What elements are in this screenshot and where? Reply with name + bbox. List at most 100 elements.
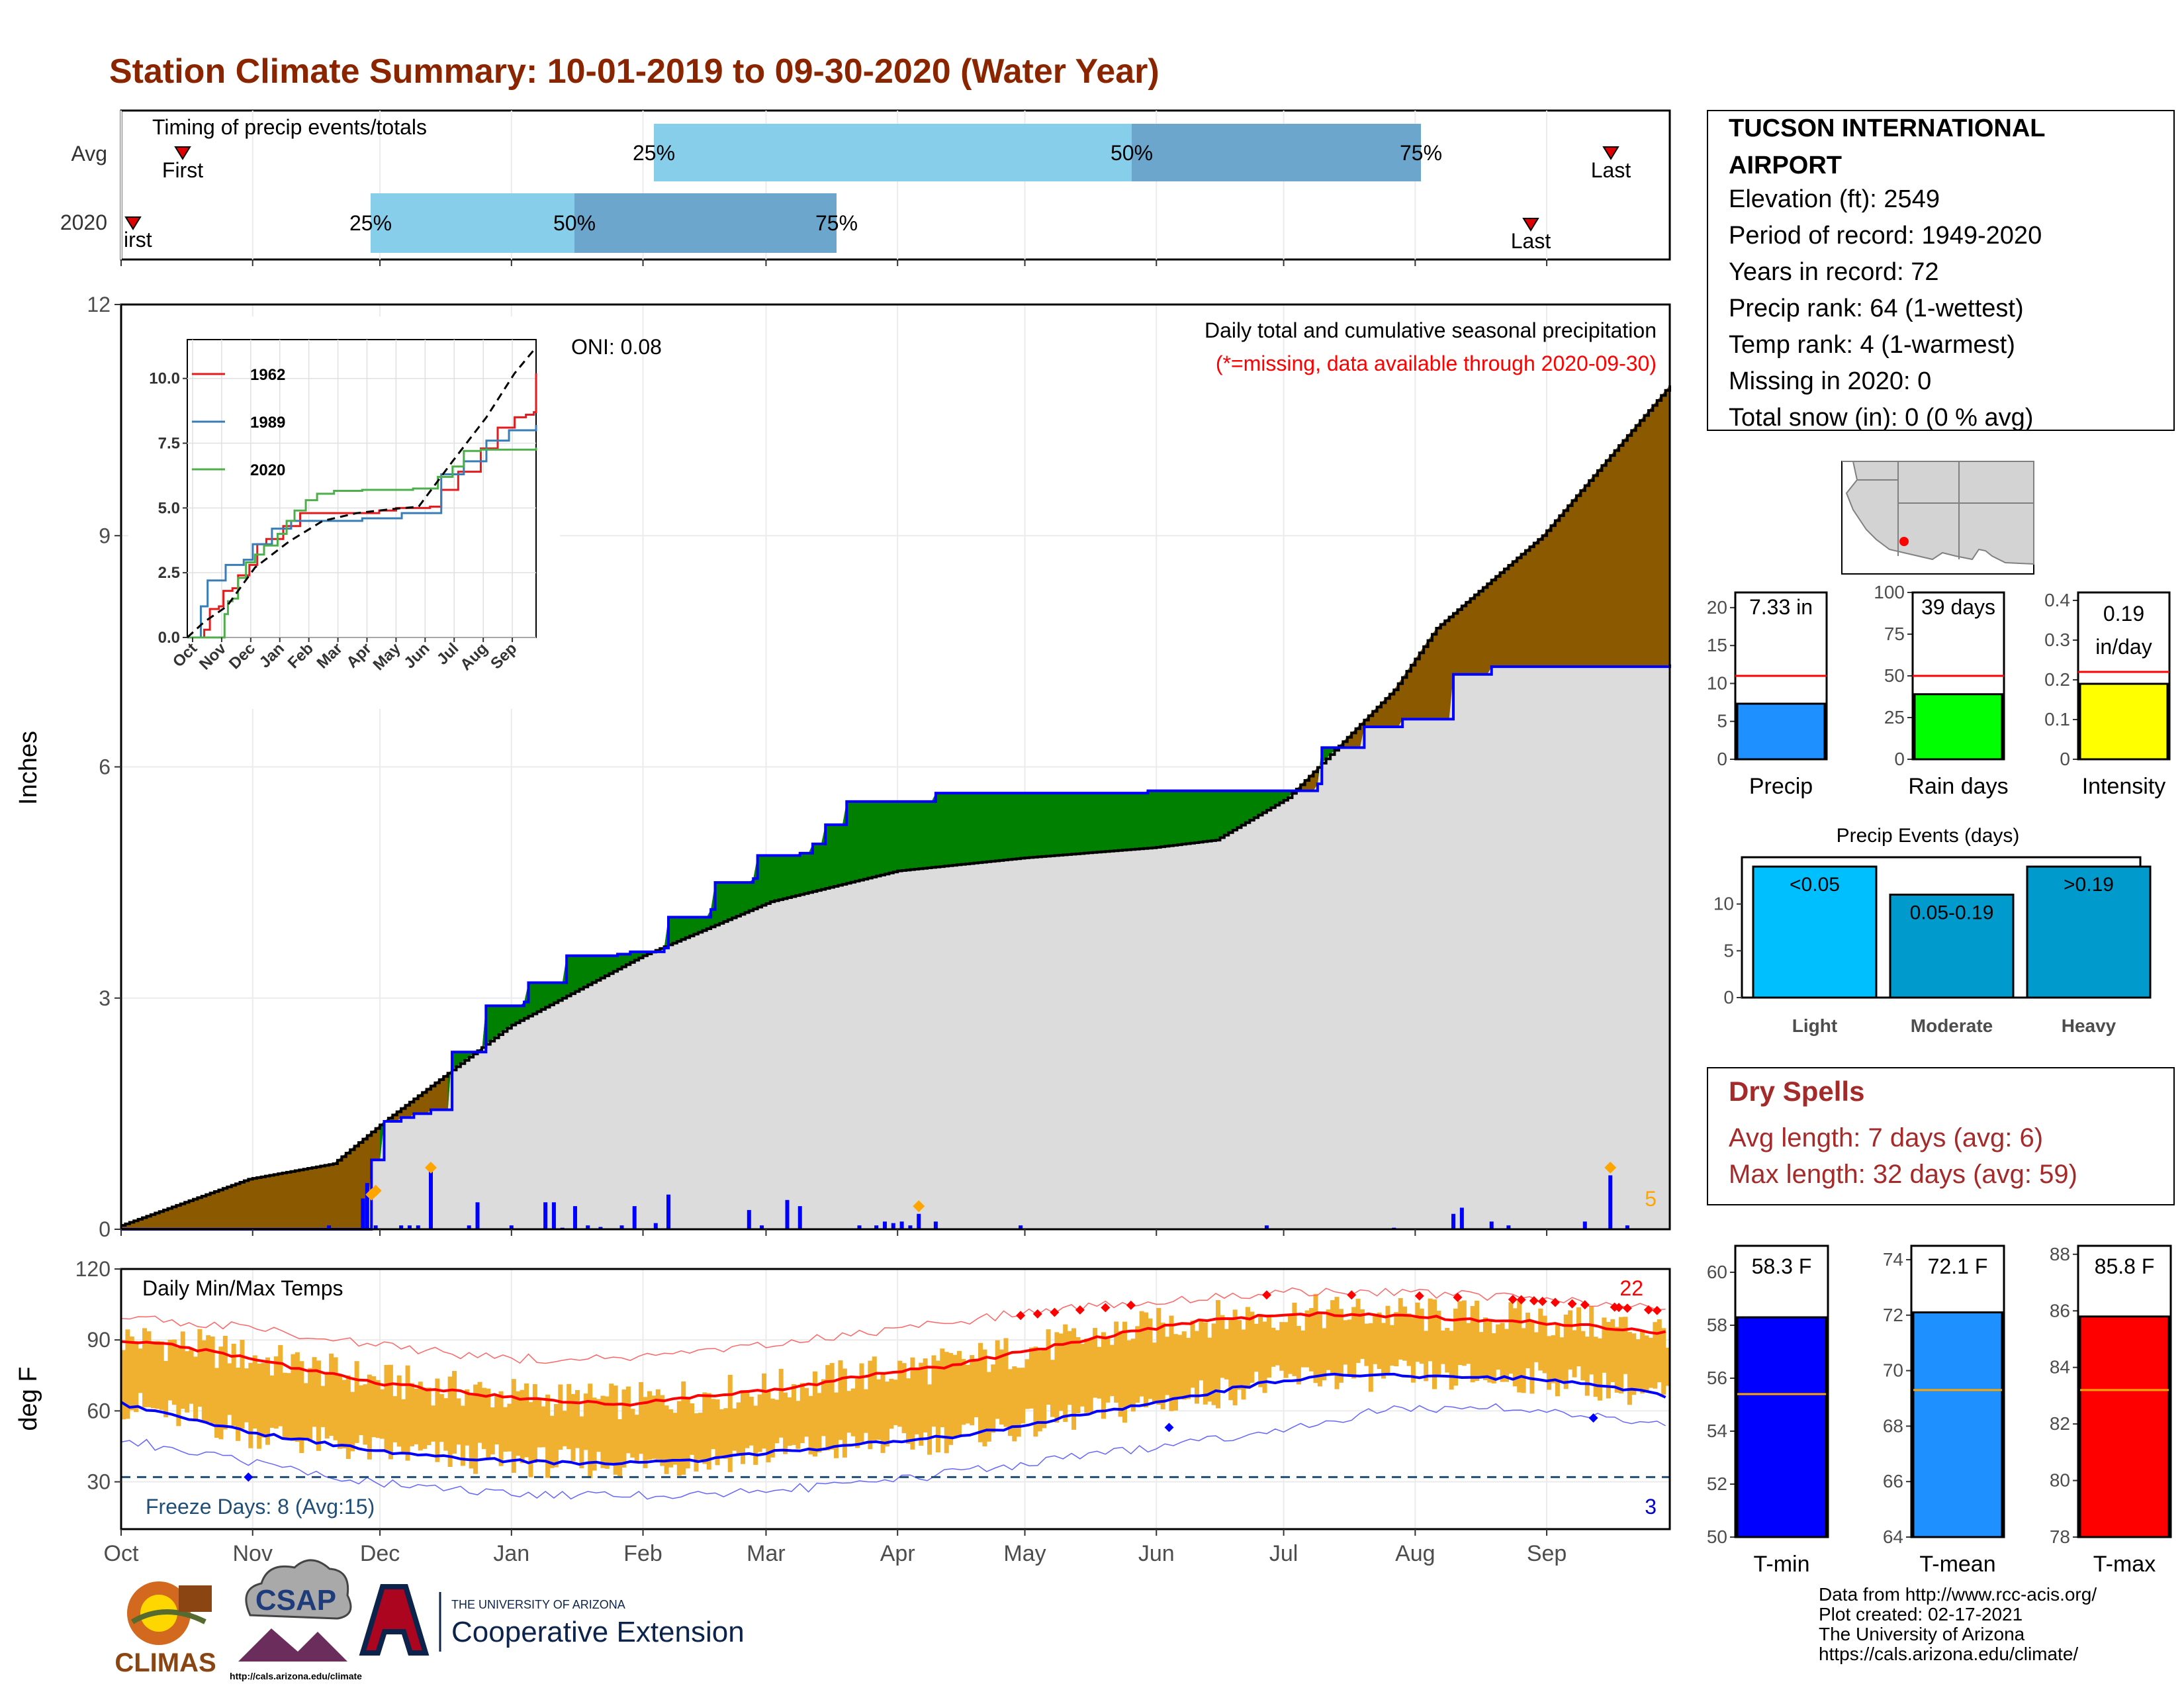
- temp-frame: [120, 1268, 1671, 1530]
- daily-temp-range-bar: [409, 1383, 414, 1446]
- daily-precip-bar: [598, 1227, 603, 1229]
- daily-temp-range-bar: [1292, 1302, 1297, 1376]
- daily-temp-range-bar: [520, 1389, 525, 1464]
- daily-temp-range-bar: [189, 1348, 194, 1404]
- daily-temp-range-bar: [1343, 1320, 1348, 1365]
- daily-temp-range-bar: [978, 1342, 983, 1442]
- daily-temp-range-bar: [834, 1392, 839, 1458]
- inset-plot-frame: [187, 339, 537, 638]
- y2020-last-label: Last: [1511, 229, 1551, 253]
- daily-temp-range-bar: [1190, 1321, 1195, 1388]
- daily-precip-bar: [1582, 1221, 1587, 1229]
- daily-temp-range-bar: [443, 1398, 449, 1451]
- temp-summary-y-tick-label: 66: [1883, 1471, 1903, 1491]
- daily-temp-range-bar: [604, 1396, 610, 1469]
- temp-summary-y-tick-label: 52: [1707, 1474, 1727, 1494]
- daily-temp-range-bar: [257, 1363, 262, 1449]
- inset-y-tick-label: 7.5: [158, 435, 180, 453]
- record-high-marker: [1580, 1300, 1590, 1310]
- daily-temp-range-bar: [1288, 1314, 1293, 1374]
- daily-temp-range-bar: [1653, 1322, 1658, 1389]
- daily-temp-range-bar: [1021, 1368, 1026, 1424]
- t-max-value-bar: [2079, 1315, 2170, 1538]
- daily-temp-range-bar: [244, 1368, 249, 1423]
- daily-temp-range-bar: [405, 1365, 410, 1461]
- daily-precip-bar: [666, 1194, 671, 1229]
- daily-temp-range-bar: [970, 1355, 975, 1426]
- daily-temp-range-bar: [791, 1383, 796, 1445]
- daily-temp-range-bar: [1381, 1323, 1387, 1379]
- daily-temp-range-bar: [562, 1411, 567, 1446]
- daily-temp-range-bar: [1542, 1315, 1547, 1374]
- daily-temp-range-bar: [1194, 1331, 1199, 1404]
- daily-temp-range-bar: [252, 1355, 257, 1429]
- temp-summary-y-tick-label: 58: [1707, 1315, 1727, 1335]
- daily-temp-range-bar: [401, 1399, 406, 1453]
- daily-temp-range-bar: [1529, 1321, 1535, 1394]
- t-min-value-label: 58.3 F: [1752, 1254, 1812, 1278]
- daily-temp-range-bar: [1279, 1322, 1285, 1371]
- mini-precip-y-tick-label: 20: [1707, 597, 1727, 618]
- dry-spells-max: Max length: 32 days (avg: 59): [1729, 1160, 2077, 1189]
- daily-temp-range-bar: [269, 1375, 275, 1428]
- daily-precip-bar: [1451, 1213, 1456, 1229]
- daily-precip-bar: [543, 1202, 548, 1229]
- daily-precip-bar: [1625, 1225, 1629, 1229]
- daily-precip-bar: [327, 1225, 332, 1229]
- daily-temp-range-bar: [138, 1348, 143, 1393]
- month-x-tick-label: Nov: [233, 1541, 273, 1566]
- daily-temp-range-bar: [613, 1385, 618, 1475]
- daily-temp-range-bar: [1075, 1336, 1081, 1414]
- daily-temp-range-bar: [1334, 1297, 1340, 1389]
- inset-series-1962-line: [187, 373, 537, 639]
- daily-precip-bar: [373, 1225, 378, 1229]
- daily-temp-range-bar: [1224, 1329, 1229, 1380]
- daily-temp-range-bar: [384, 1364, 389, 1452]
- station-temp-rank: Temp rank: 4 (1-warmest): [1729, 331, 2015, 359]
- record-high-count: 22: [1619, 1276, 1643, 1300]
- record-high-marker: [1610, 1302, 1619, 1312]
- daily-temp-range-bar: [727, 1374, 733, 1472]
- daily-precip-bar: [467, 1225, 471, 1229]
- daily-temp-range-bar: [1466, 1323, 1471, 1364]
- daily-temp-range-bar: [185, 1351, 190, 1413]
- daily-temp-range-bar: [982, 1349, 987, 1446]
- inset-y-tick-label: 5.0: [158, 499, 180, 517]
- daily-temp-range-bar: [766, 1390, 771, 1463]
- record-low-marker: [1588, 1413, 1598, 1423]
- rain-days-category-label: Rain days: [1908, 774, 2008, 799]
- daily-temp-range-bar: [1156, 1307, 1161, 1405]
- daily-temp-range-bar: [1330, 1300, 1336, 1375]
- daily-temp-range-bar: [1627, 1332, 1632, 1405]
- daily-temp-range-bar: [222, 1335, 228, 1430]
- daily-precip-bar: [857, 1225, 862, 1229]
- daily-temp-range-bar: [741, 1390, 746, 1464]
- daily-temp-range-bar: [1088, 1338, 1093, 1412]
- daily-temp-range-bar: [1207, 1337, 1212, 1402]
- daily-temp-range-bar: [621, 1389, 627, 1468]
- precip-deficit-area: [1292, 747, 1322, 794]
- daily-temp-range-bar: [1563, 1314, 1569, 1389]
- daily-temp-range-bar: [150, 1341, 156, 1409]
- daily-temp-range-bar: [880, 1372, 886, 1453]
- daily-precip-bar: [908, 1225, 913, 1229]
- daily-temp-range-bar: [1517, 1301, 1522, 1393]
- daily-temp-range-bar: [574, 1389, 580, 1448]
- daily-temp-range-bar: [1610, 1319, 1615, 1382]
- precip-category-label: Precip: [1749, 774, 1813, 799]
- daily-precip-bar: [572, 1206, 577, 1229]
- record-high-marker: [1347, 1290, 1357, 1300]
- daily-temp-range-bar: [570, 1393, 576, 1462]
- daily-temp-range-bar: [1109, 1344, 1115, 1397]
- station-name-line1: TUCSON INTERNATIONAL: [1729, 115, 2046, 142]
- inset-y-tick-label: 2.5: [158, 564, 180, 582]
- credit-data-source: Data from http://www.rcc-acis.org/: [1819, 1584, 2097, 1605]
- events-heavy-range-label: >0.19: [2064, 874, 2114, 896]
- daily-temp-range-bar: [774, 1399, 780, 1444]
- daily-temp-range-bar: [1093, 1328, 1098, 1398]
- daily-temp-range-bar: [991, 1364, 996, 1433]
- freeze-days-label: Freeze Days: 8 (Avg:15): [146, 1495, 375, 1519]
- t-mean-category-label: T-mean: [1919, 1552, 1995, 1577]
- mini-precip-y-tick-label: 0.1: [2044, 709, 2070, 729]
- daily-temp-range-bar: [676, 1401, 682, 1476]
